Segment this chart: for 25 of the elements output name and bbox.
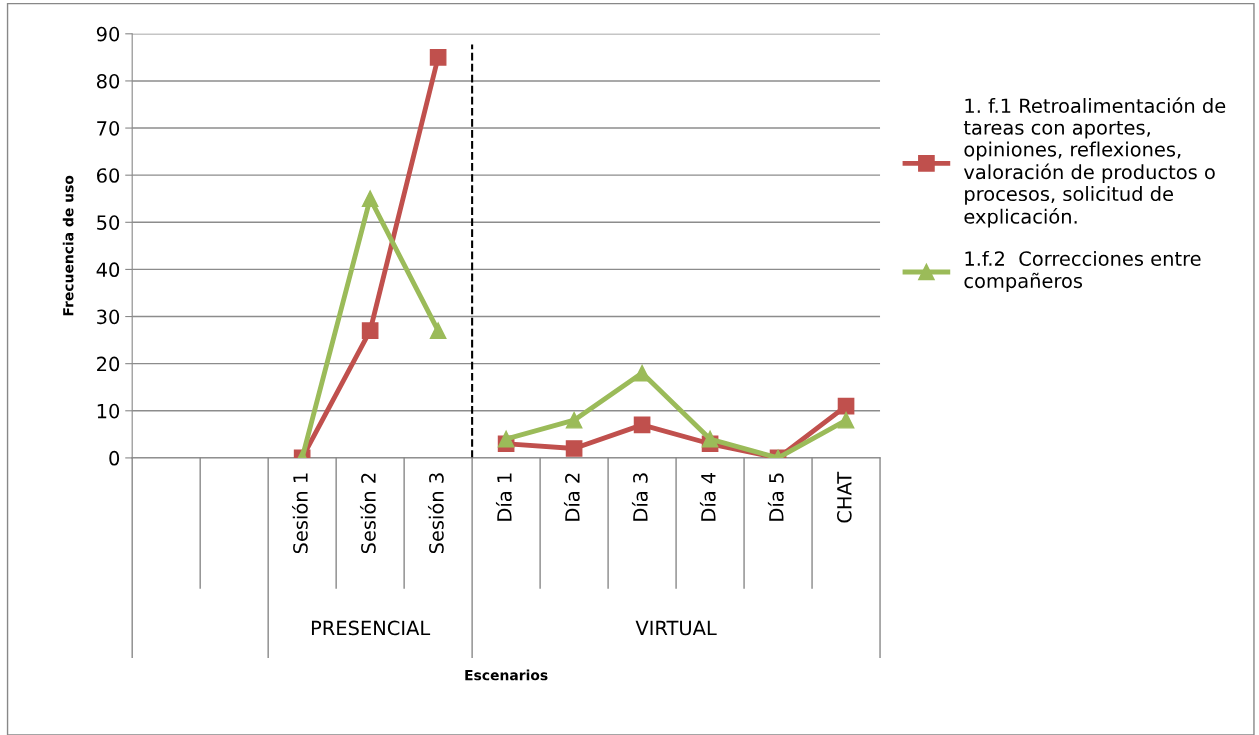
x-tick-label: Sesión 1 [291, 473, 308, 554]
legend-label: 1.f.2 Correcciones entre compañeros [964, 250, 1201, 292]
y-tick-label: 60 [97, 168, 120, 183]
y-tick-label: 50 [97, 215, 120, 230]
y-tick-label: 20 [97, 356, 120, 372]
x-tick-label: Día 3 [631, 473, 648, 521]
text: Escenarios [465, 669, 548, 681]
legend-label: 1. f.1 Retroalimentación de tareas con aportes, opiniones, reflexiones, valoración de productos o procesos, solicitud de explicación. [963, 97, 1226, 228]
y-tick-label: 70 [97, 121, 120, 136]
y-tick-label: 10 [97, 403, 120, 419]
y-tick-label: 90 [96, 26, 120, 42]
y-tick-label: 40 [96, 262, 120, 278]
x-tick-label: Día 4 [699, 472, 716, 521]
y-axis-title: Frecuencia de uso [62, 175, 74, 316]
y-tick-label: 30 [97, 309, 120, 325]
y-tick-label: 0 [109, 450, 120, 466]
x-tick-label: Día 1 [495, 473, 512, 521]
text: VIRTUAL [635, 620, 717, 636]
x-tick-label: Día 5 [767, 473, 784, 521]
x-tick-label: Sesión 2 [359, 473, 376, 554]
text: PRESENCIAL [311, 620, 431, 636]
x-tick-label: Día 2 [563, 473, 580, 521]
x-tick-label: Sesión 3 [427, 473, 444, 554]
y-tick-label: 80 [96, 73, 120, 89]
x-tick-label: CHAT [836, 471, 852, 523]
